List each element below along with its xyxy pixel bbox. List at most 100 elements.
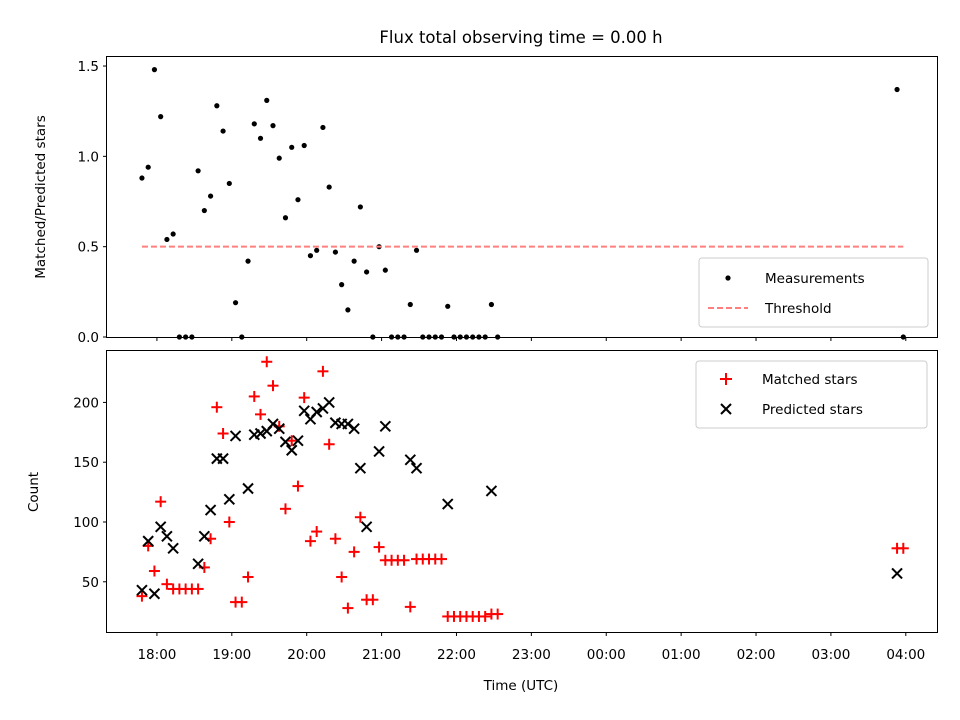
predicted-star-point [485,485,498,497]
legend-measurements-label: Measurements [765,271,865,287]
matched-star-point [248,390,260,402]
predicted-star-point [154,521,167,533]
matched-star-point [279,503,291,515]
predicted-star-point [348,423,360,435]
matched-star-point [255,408,267,420]
matched-star-point [336,571,348,583]
predicted-star-point [342,418,354,430]
measurement-point [276,155,282,161]
measurement-point [151,67,158,73]
x-tick-label: 23:00 [512,647,551,663]
matched-star-point [267,380,279,392]
measurement-point [320,124,326,131]
x-tick-label: 01:00 [662,647,701,663]
predicted-star-point [379,420,392,433]
measurement-point [145,164,151,170]
matched-star-point [435,553,447,565]
predicted-star-point [217,452,229,465]
predicted-star-point [242,482,254,495]
measurement-point [413,247,420,253]
predicted-star-point [373,445,385,458]
measurement-point [357,204,363,210]
predicted-star-point [410,462,423,474]
x-axis-label: Time (UTC) [483,678,559,694]
matched-star-point [217,428,229,440]
matched-star-point [404,601,416,613]
measurement-point [201,207,207,214]
matched-star-point [242,571,254,583]
bottom-y-axis-label: Count [26,472,42,512]
predicted-star-point [167,542,179,555]
predicted-star-point [354,462,367,474]
matched-star-point [373,541,385,553]
measurement-point [220,128,226,134]
measurement-point [282,215,289,221]
measurement-point [295,197,301,203]
measurement-point [195,168,201,174]
top-legend-box [698,257,929,328]
matched-star-point [298,392,310,404]
x-tick-label: 18:00 [137,647,176,663]
measurement-point [326,184,332,190]
top-y-axis: 0.0 0.5 1.0 1.5 [78,59,107,346]
top-y-axis-label: Matched/Predicted stars [33,115,49,278]
measurement-point [158,114,164,120]
predicted-star-point [310,406,323,418]
measurement-point [314,247,320,253]
predicted-star-point [254,427,267,440]
predicted-star-point [404,454,417,466]
measurement-point [301,142,307,149]
top-panel: 0.0 0.5 1.0 1.5 Matched/Predicted stars Mea… [33,56,938,346]
matched-star-point [311,526,323,538]
bottom-legend-box [695,360,928,429]
x-tick-label: 00:00 [587,647,626,663]
bottom-y-axis: 50 100 150 200 [73,395,107,591]
matched-star-point [261,356,273,368]
matched-star-point [192,583,204,595]
predicted-star-point [267,418,279,430]
measurement-point [170,231,176,237]
predicted-star-point [891,567,903,580]
predicted-star-point [442,498,454,510]
matched-star-point [148,565,160,577]
bottom-y-tick-label: 200 [73,395,99,411]
matched-star-point [304,535,316,547]
predicted-star-point [298,405,310,417]
bottom-plot-frame [106,350,938,633]
legend-matched-label: Matched stars [762,372,858,388]
legend-predicted-label: Predicted stars [762,402,863,418]
measurement-point [207,193,214,199]
top-y-tick-label: 1.0 [78,149,99,165]
measurement-point [257,135,264,141]
matched-star-point [136,590,148,602]
predicted-star-point [148,588,161,600]
measurement-point [345,307,351,313]
x-tick-label: 04:00 [886,647,925,663]
matched-star-point [897,542,909,554]
matched-star-point [323,438,335,450]
measurement-point [139,175,145,181]
matched-star-point [292,480,304,492]
bottom-y-tick-label: 50 [82,575,99,591]
matched-star-point [348,546,360,558]
predicted-star-point [323,396,335,409]
measurement-point [407,301,413,308]
top-y-tick-label: 1.5 [78,59,99,75]
measurement-point [270,123,276,129]
predicted-star-point [286,444,298,456]
top-plot-frame [106,56,938,338]
measurement-point [226,180,232,187]
bottom-y-tick-label: 150 [73,455,99,471]
measurement-point [364,269,370,275]
predicted-star-point [273,423,285,435]
bottom-points [136,356,909,622]
matched-star-point [211,401,223,413]
matched-star-point [236,596,248,608]
x-tick-label: 22:00 [437,647,476,663]
measurement-point [289,144,295,150]
matched-star-point [398,554,410,566]
measurement-point [332,249,339,255]
chart-title: Flux total observing time = 0.00 h [379,28,662,47]
predicted-star-point [136,584,148,596]
